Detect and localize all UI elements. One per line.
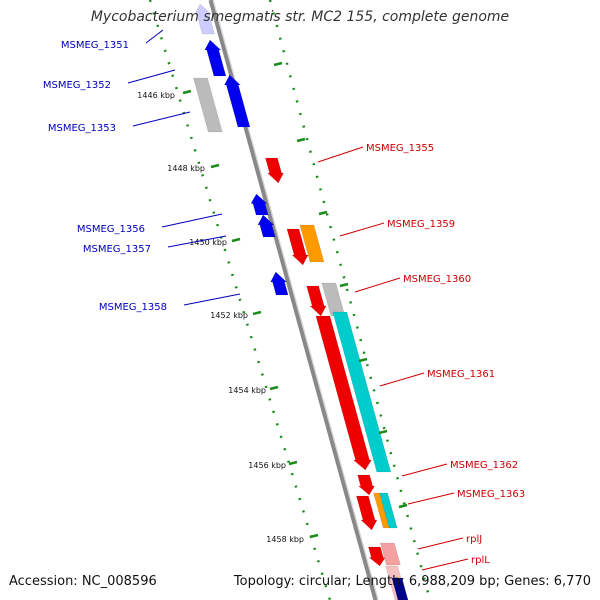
- gene-msmeg-1359-feature: [299, 224, 325, 263]
- leader-msmeg_1355: [317, 146, 364, 163]
- scale-label: 1452 kbp: [210, 311, 248, 320]
- label-msmeg_1359: MSMEG_1359: [387, 219, 455, 230]
- scale-label: 1456 kbp: [248, 461, 286, 470]
- gene-msmeg-1363-feature: [356, 495, 378, 531]
- major-tick: [309, 533, 319, 539]
- label-msmeg_1351: MSMEG_1351: [61, 40, 129, 51]
- gene-msmeg-1356-feature: [250, 193, 269, 216]
- major-tick: [378, 429, 388, 435]
- gene-labels: MSMEG_1351 MSMEG_1352 MSMEG_1353 MSMEG_1356…: [43, 40, 525, 566]
- leader-rpll: [421, 558, 469, 571]
- gene-msmeg-1358-feature: [270, 271, 289, 296]
- genome-summary: Topology: circular; Length: 6,988,209 bp…: [233, 574, 591, 589]
- leader-msmeg_1353: [132, 111, 191, 127]
- label-msmeg_1362: MSMEG_1362: [450, 460, 518, 471]
- major-tick: [288, 460, 298, 466]
- leader-msmeg_1358: [183, 293, 241, 306]
- scale-label: 1458 kbp: [266, 535, 304, 544]
- leader-msmeg_1363: [407, 492, 455, 505]
- gene-msmeg-1355-feature: [265, 157, 284, 184]
- major-tick: [398, 503, 408, 509]
- gene-rplj-pink-feature: [379, 542, 401, 566]
- leader-msmeg_1356: [161, 213, 223, 228]
- scale-label: 1448 kbp: [167, 164, 205, 173]
- leader-msmeg_1351: [145, 29, 164, 44]
- label-msmeg_1360: MSMEG_1360: [403, 274, 471, 285]
- scale-label: 1454 kbp: [228, 386, 266, 395]
- gene-msmeg-1360-feature: [321, 282, 346, 317]
- scale-label: 1450 kbp: [189, 238, 227, 247]
- gene-cyan-1363-feature: [379, 492, 398, 529]
- major-tick: [273, 61, 283, 67]
- label-msmeg_1352: MSMEG_1352: [43, 80, 111, 91]
- label-msmeg_1356: MSMEG_1356: [77, 224, 145, 235]
- label-leaders: [127, 29, 469, 571]
- gene-features: [193, 3, 409, 600]
- leader-msmeg_1361: [379, 372, 425, 387]
- map-title: Mycobacterium smegmatis str. MC2 155, co…: [90, 9, 510, 25]
- label-rpll: rplL: [471, 555, 490, 566]
- label-rplj: rplJ: [466, 534, 482, 545]
- leader-rplj: [417, 537, 464, 550]
- label-msmeg_1353: MSMEG_1353: [48, 123, 116, 134]
- gene-msmeg-1353-feature: [223, 74, 251, 128]
- major-tick: [269, 385, 279, 391]
- major-tick: [296, 137, 306, 143]
- gene-msmeg-1352-feature: [204, 39, 227, 77]
- gene-red-1360-feature: [306, 285, 327, 317]
- gene-msmeg-1362-feature: [357, 474, 376, 496]
- leader-msmeg_1352: [127, 69, 176, 84]
- major-tick: [210, 163, 220, 169]
- label-msmeg_1355: MSMEG_1355: [366, 143, 434, 154]
- major-tick: [252, 310, 262, 316]
- accession-text: Accession: NC_008596: [9, 574, 157, 589]
- gene-red-1359-feature: [286, 228, 309, 266]
- major-tick: [339, 282, 349, 288]
- gene-msmeg-1351-feature: [194, 3, 215, 35]
- label-msmeg_1361: MSMEG_1361: [427, 369, 495, 380]
- major-tick: [358, 357, 368, 363]
- leader-msmeg_1360: [354, 277, 401, 293]
- leader-msmeg_1362: [401, 463, 448, 477]
- gene-blue-bottom-feature: [391, 577, 409, 600]
- label-msmeg_1363: MSMEG_1363: [457, 489, 525, 500]
- scale-ticks: 1446 kbp 1448 kbp 1450 kbp 1452 kbp 1454 kbp…: [137, 61, 408, 544]
- gene-msmeg-1361-feature: [315, 315, 372, 471]
- major-tick: [231, 237, 241, 243]
- scale-label: 1446 kbp: [137, 91, 175, 100]
- gene-rplj-feature: [368, 546, 386, 567]
- leader-msmeg_1359: [339, 222, 385, 237]
- major-tick: [318, 210, 328, 216]
- gene-cyan-1361-feature: [332, 311, 392, 473]
- major-tick: [182, 89, 192, 95]
- leader-msmeg_1357: [167, 235, 227, 248]
- tick-dots: [148, 0, 432, 600]
- gene-grey-1-feature: [193, 77, 223, 133]
- label-msmeg_1358: MSMEG_1358: [99, 302, 167, 313]
- label-msmeg_1357: MSMEG_1357: [83, 244, 151, 255]
- dotted-track-1: [148, 0, 332, 600]
- gene-msmeg-1357-feature: [257, 214, 276, 238]
